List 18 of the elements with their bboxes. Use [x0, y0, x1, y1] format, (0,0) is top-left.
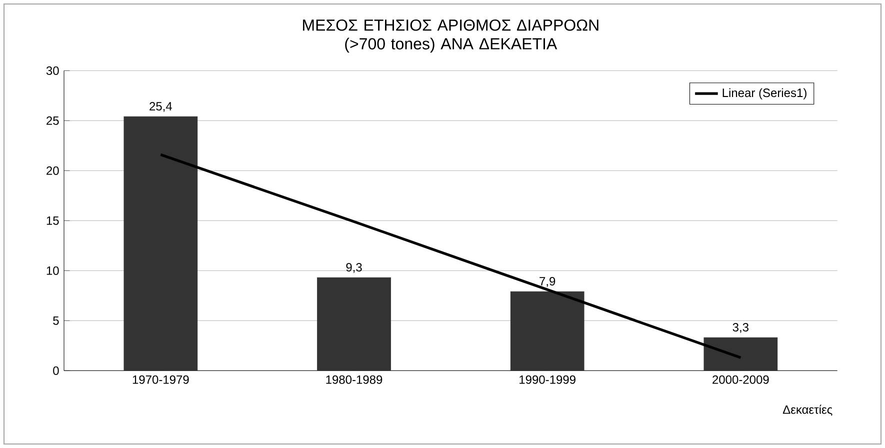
x-axis-title: Δεκαετίες	[782, 404, 832, 416]
y-tick-label: 30	[46, 66, 59, 75]
x-tick-label: 1980-1989	[326, 375, 382, 384]
y-tick-label: 0	[53, 366, 59, 375]
y-tick-label: 10	[46, 266, 59, 275]
data-label: 3,3	[732, 323, 748, 333]
y-tick-label: 25	[46, 116, 59, 125]
y-tick-label: 5	[53, 316, 59, 325]
x-tick-label: 1990-1999	[520, 375, 576, 384]
y-tick-label: 20	[46, 166, 59, 175]
data-label: 9,3	[346, 263, 362, 273]
data-label: 7,9	[540, 277, 556, 287]
y-tick-label: 15	[46, 216, 59, 225]
x-tick-label: 2000-2009	[712, 375, 769, 384]
data-label: 25,4	[150, 102, 172, 112]
x-tick-label: 1970-1979	[132, 375, 189, 384]
legend-label: Linear (Series1)	[722, 88, 806, 100]
chart-title: ΜΕΣΟΣ ΕΤΗΣΙΟΣ ΑΡΙΘΜΟΣ ΔΙΑΡΡΟΩΝ (>700 tones) ΑΝΑ ΔΕΚΑΕΤΙΑ	[303, 19, 598, 53]
